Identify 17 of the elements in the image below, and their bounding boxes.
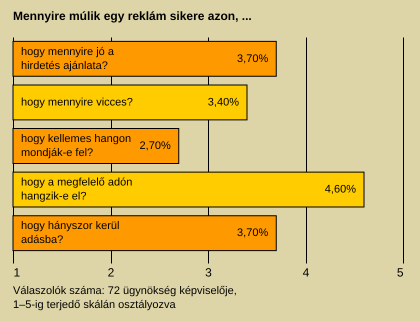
data-label: 3,70% [237, 227, 268, 240]
y-tick-label: hogy a megfelelő adón hangzik-e el? [21, 176, 132, 203]
text: Válaszolók száma: 72 ügynökség képviselője, 1–5-ig terjedő skálán osztályozva [13, 285, 237, 311]
x-tick-label: 5 [396, 266, 404, 280]
y-tick-label: hogy hányszor kerül adásba? [21, 220, 120, 246]
data-label: 3,70% [237, 52, 268, 65]
x-tick-label: 3 [205, 266, 212, 280]
y-tick-label: hogy mennyire jó a hirdetés ajánlata? [21, 46, 115, 72]
y-tick-label: hogy mennyire vicces? [21, 96, 133, 108]
chart-title: Mennyire múlik egy reklám sikere azon, ... [13, 9, 252, 23]
x-tick-label: 1 [14, 266, 20, 280]
data-label: 4,60% [324, 184, 356, 196]
x-tick-label: 2 [108, 266, 115, 280]
data-label: 3,40% [208, 96, 240, 108]
y-tick-label: hogy kellemes hangon mondják-e fel? [21, 133, 132, 159]
data-label: 2,70% [140, 140, 171, 152]
x-tick-label: 4 [302, 266, 310, 280]
